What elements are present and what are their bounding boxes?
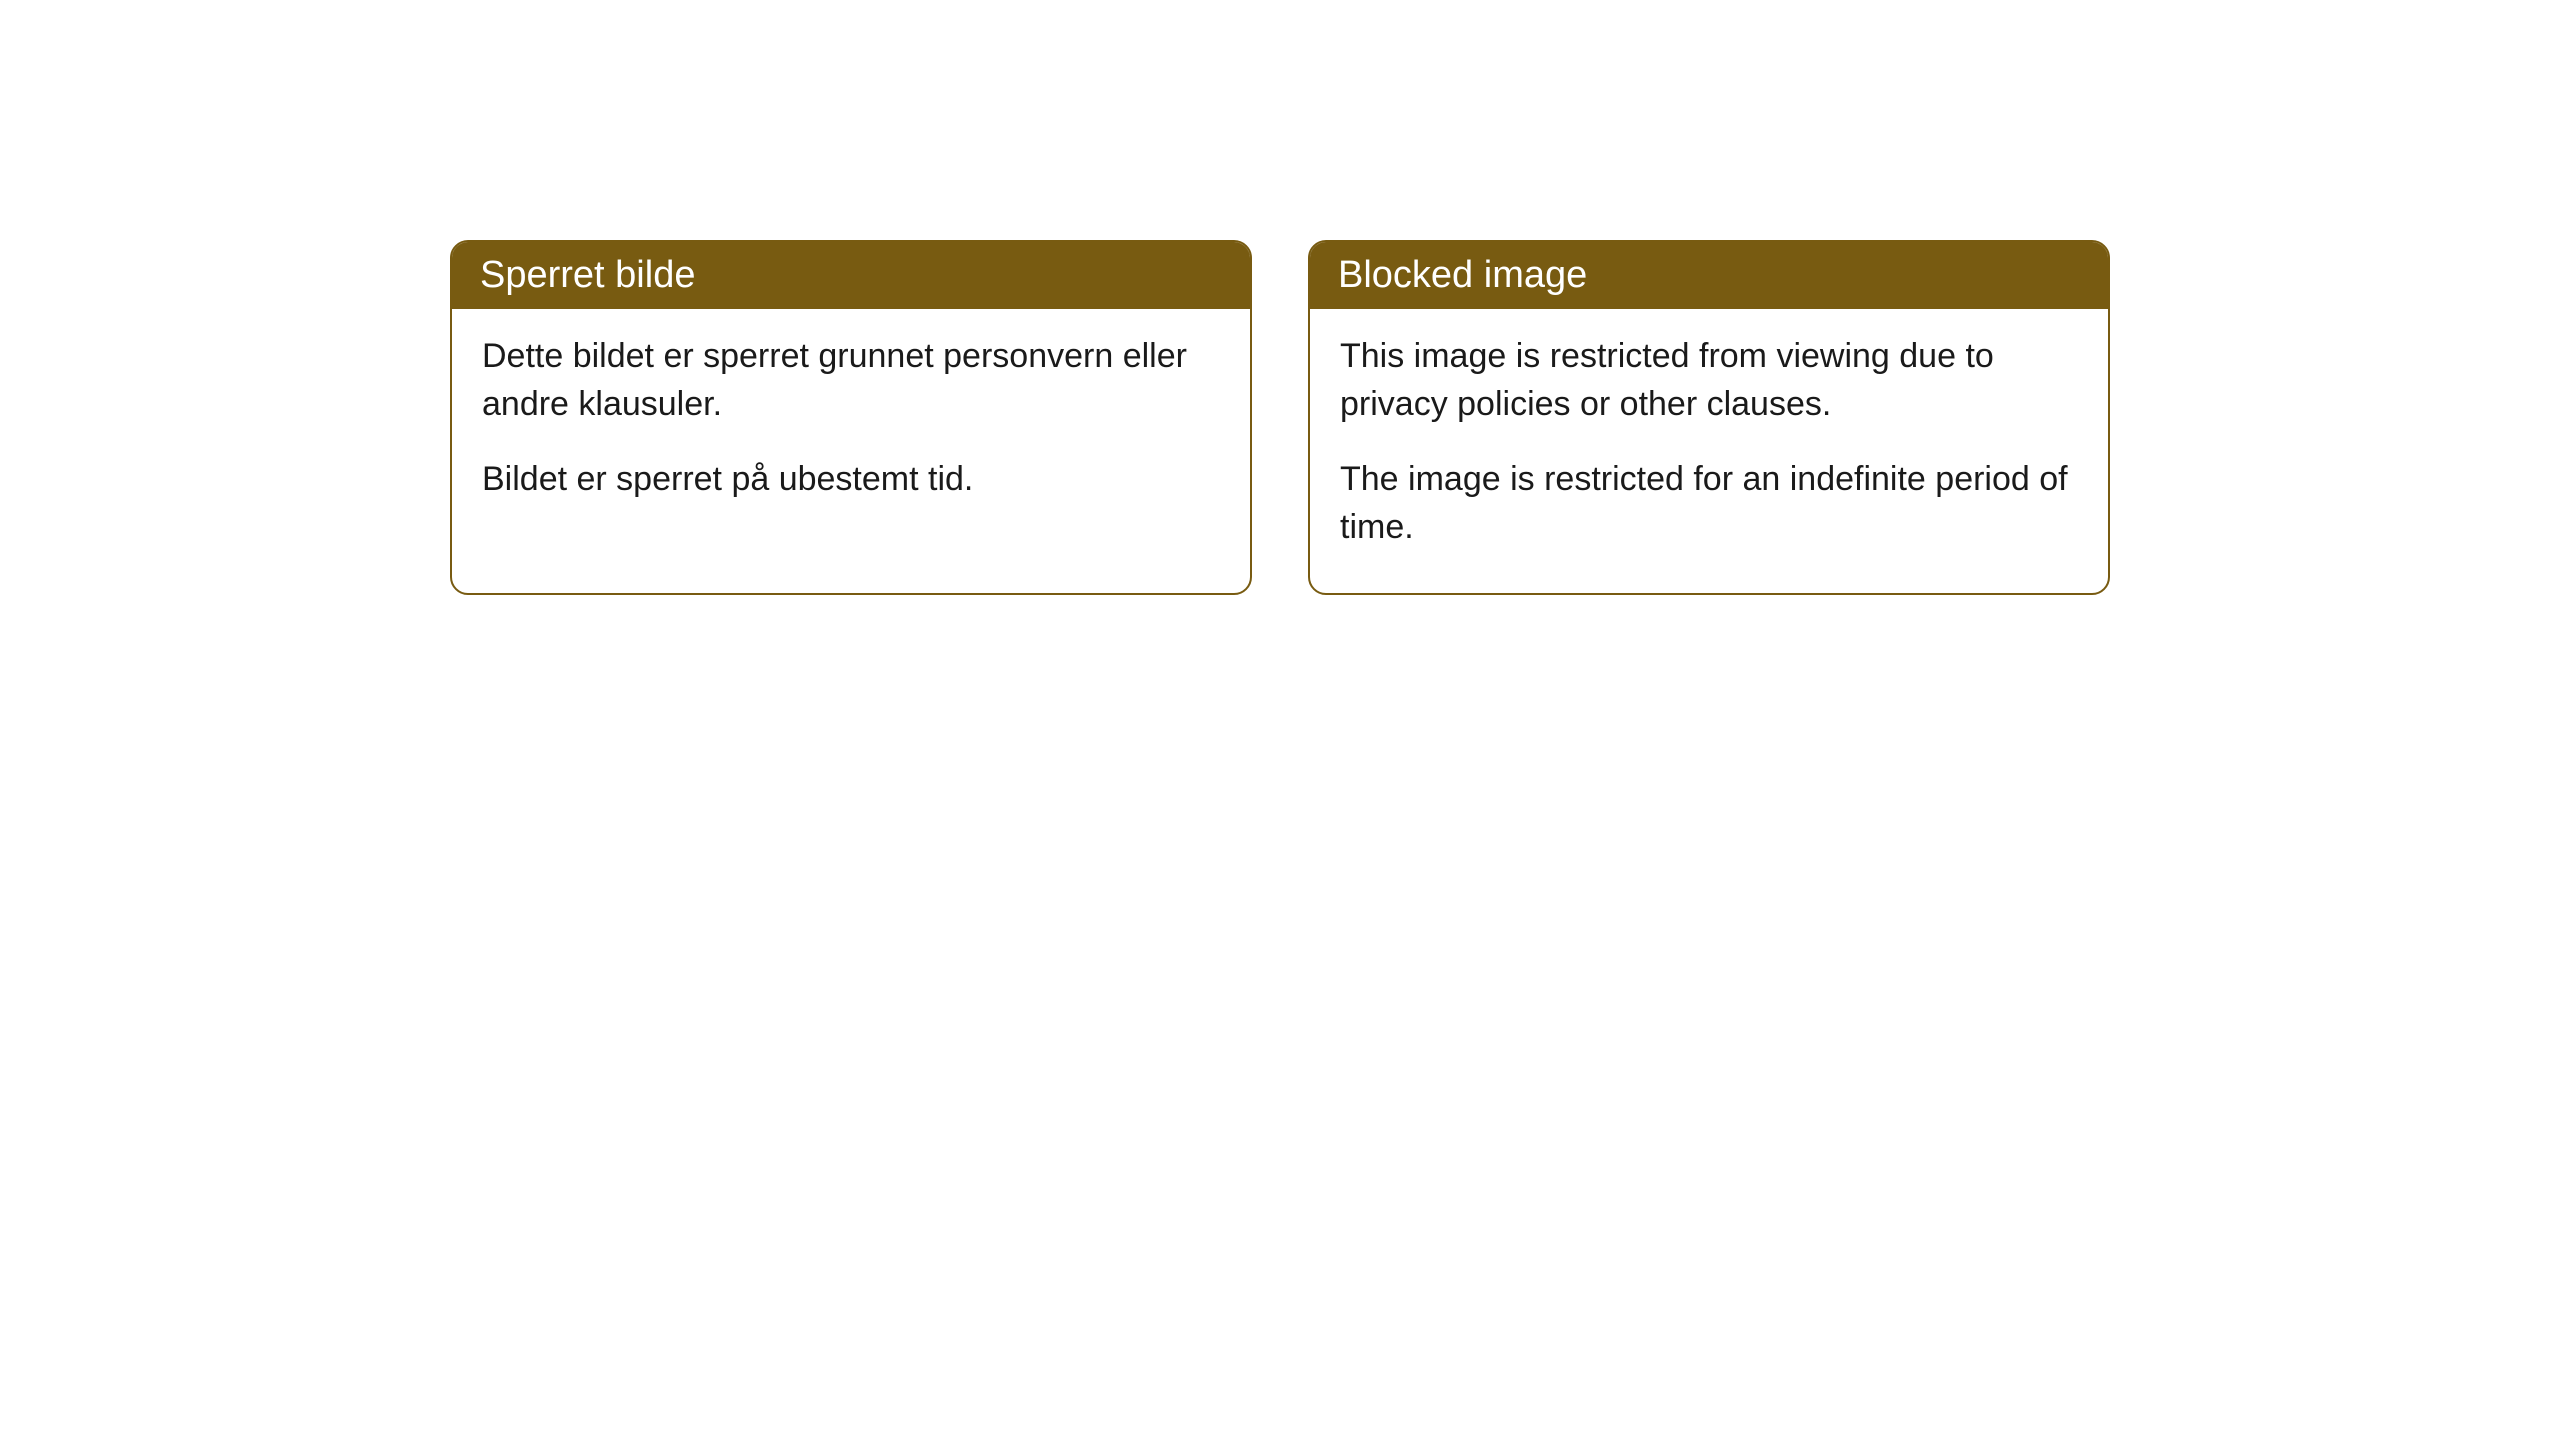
card-paragraph-2-norwegian: Bildet er sperret på ubestemt tid. bbox=[482, 456, 1220, 504]
card-title-english: Blocked image bbox=[1338, 254, 1587, 296]
blocked-image-card-english: Blocked image This image is restricted f… bbox=[1308, 240, 2110, 595]
card-body-norwegian: Dette bildet er sperret grunnet personve… bbox=[452, 309, 1250, 546]
card-header-english: Blocked image bbox=[1310, 242, 2108, 309]
card-paragraph-1-norwegian: Dette bildet er sperret grunnet personve… bbox=[482, 333, 1220, 428]
card-paragraph-1-english: This image is restricted from viewing du… bbox=[1340, 333, 2078, 428]
card-body-english: This image is restricted from viewing du… bbox=[1310, 309, 2108, 593]
notice-cards-container: Sperret bilde Dette bildet er sperret gr… bbox=[450, 240, 2110, 595]
card-header-norwegian: Sperret bilde bbox=[452, 242, 1250, 309]
card-title-norwegian: Sperret bilde bbox=[480, 254, 695, 296]
card-paragraph-2-english: The image is restricted for an indefinit… bbox=[1340, 456, 2078, 551]
blocked-image-card-norwegian: Sperret bilde Dette bildet er sperret gr… bbox=[450, 240, 1252, 595]
